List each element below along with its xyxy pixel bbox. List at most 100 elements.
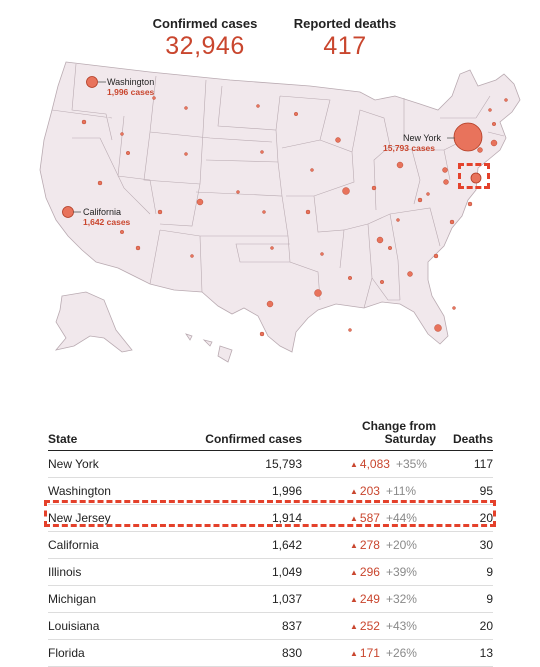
washington-label: Washington [107,77,154,87]
oregon-coast-bubble [81,119,87,125]
row-deaths: 30 [436,531,493,559]
table-row: Louisiana 837 ▲ 252 +43% 20 [48,612,493,640]
hawaii-shape [185,333,233,363]
row-deaths: 20 [436,612,493,640]
row-state: California [48,531,168,559]
maryland-bubble [467,201,473,207]
map-callouts: Washington 1,996 cases New York 15,793 c… [73,77,455,227]
increase-arrow-icon: ▲ [350,568,358,577]
new-jersey-row-highlight [44,500,496,527]
row-confirmed: 830 [168,639,302,667]
kentucky-bubble [396,218,400,222]
confirmed-total: Confirmed cases 32,946 [140,16,270,61]
florida-south-bubble [452,306,456,310]
minnesota-bubble [294,111,299,116]
col-change-line1: Change from [361,419,436,433]
row-deaths: 9 [436,558,493,586]
row-change: ▲ 249 +32% [302,585,436,613]
row-state: Illinois [48,558,168,586]
nebraska-bubble [236,190,240,194]
florida-bubble [434,324,442,332]
totals-header: Confirmed cases 32,946 Reported deaths 4… [0,16,540,64]
row-change-pct: +43% [385,619,417,633]
west-virginia-bubble [426,192,430,196]
row-change-pct: +20% [385,538,417,552]
deaths-label: Reported deaths [293,16,397,31]
row-change-value: 203 [359,484,380,498]
table-row: California 1,642 ▲ 278 +20% 30 [48,531,493,559]
increase-arrow-icon: ▲ [350,622,358,631]
row-change: ▲ 171 +26% [302,639,436,667]
mississippi-bubble [348,276,353,281]
arizona-bubble [135,245,141,251]
colorado-bubble [196,198,204,206]
idaho-bubble [120,132,124,136]
alaska-shape [54,291,133,353]
row-state: New York [48,450,168,478]
row-state: Louisiana [48,612,168,640]
row-confirmed: 1,049 [168,558,302,586]
increase-arrow-icon: ▲ [350,595,358,604]
increase-arrow-icon: ▲ [350,541,358,550]
tennessee-bubble [388,245,393,250]
new-mexico-bubble [190,254,194,258]
row-change: ▲ 587 +44% [302,504,436,532]
row-confirmed: 15,793 [168,450,302,478]
alabama-bubble [380,280,385,285]
us-map: Washington 1,996 cases New York 15,793 c… [39,61,521,363]
new-york-bubble [453,122,483,152]
row-change: ▲ 252 +43% [302,612,436,640]
louisiana-bubble [314,289,322,297]
row-confirmed: 1,914 [168,504,302,532]
hawaii [185,333,233,363]
california-bubble [62,206,74,218]
row-change-pct: +35% [395,457,427,471]
row-deaths: 117 [436,450,493,478]
gulf-bubble [348,328,352,332]
row-change-pct: +26% [385,646,417,660]
increase-arrow-icon: ▲ [350,514,358,523]
utah-bubble [157,209,163,215]
wyoming-bubble [184,152,188,156]
new-jersey-map-highlight [458,163,490,189]
row-change: ▲ 278 +20% [302,531,436,559]
row-change-value: 296 [359,565,380,579]
south-carolina-bubble [433,253,439,259]
row-deaths: 20 [436,504,493,532]
row-change-value: 249 [359,592,380,606]
new-york-label: New York [403,133,442,143]
montana-bubble [184,106,188,110]
texas-bubble [266,300,274,308]
row-change-value: 587 [359,511,380,525]
row-change-value: 278 [359,538,380,552]
col-state: State [48,420,168,451]
vermont-bubble [488,108,492,112]
georgia-bubble [376,236,384,244]
states-layer [39,61,521,353]
illinois-bubble [342,187,350,195]
iowa-bubble [310,168,314,172]
row-change-pct: +44% [385,511,417,525]
pennsylvania-bubble [443,179,449,185]
row-state: New Jersey [48,504,168,532]
north-carolina-bubble [449,219,455,225]
oregon-bubble [125,150,130,155]
new-york-cases: 15,793 cases [383,143,435,153]
col-change-line2: Saturday [384,432,436,446]
connecticut-bubble [477,147,483,153]
table-row: Michigan 1,037 ▲ 249 +32% 9 [48,585,493,613]
cases-table: State Confirmed cases Change from Saturd… [48,420,493,667]
increase-arrow-icon: ▲ [350,460,358,469]
row-state: Michigan [48,585,168,613]
row-change-value: 252 [359,619,380,633]
nevada-bubble [97,180,103,186]
case-bubbles [62,76,508,337]
houston-bubble [259,331,265,337]
georgia-south-bubble [407,271,413,277]
row-confirmed: 1,642 [168,531,302,559]
row-change-pct: +39% [385,565,417,579]
new-hampshire-bubble [492,121,497,126]
oklahoma-bubble [270,246,274,250]
wisconsin-bubble [335,137,341,143]
row-change-value: 4,083 [359,457,390,471]
